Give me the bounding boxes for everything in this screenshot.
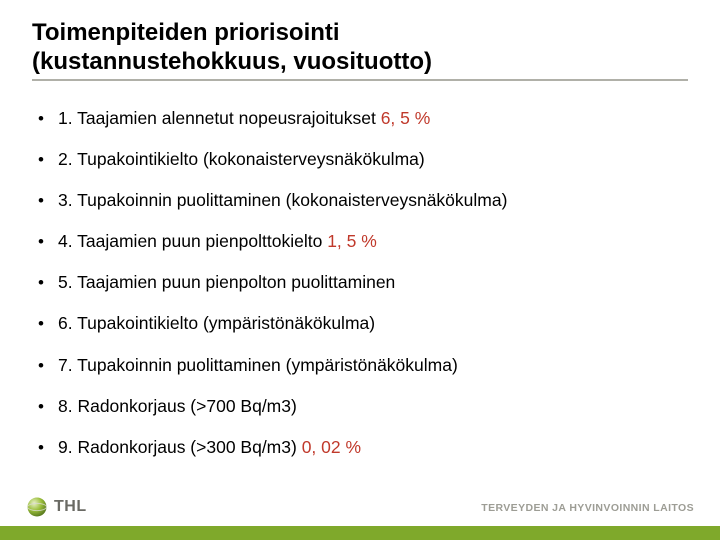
list-item: • 4. Taajamien puun pienpolttokielto 1, … <box>38 231 680 253</box>
list-item-text: 2. Tupakointikielto (kokonaisterveysnäkö… <box>58 149 680 171</box>
list-item: • 3. Tupakoinnin puolittaminen (kokonais… <box>38 190 680 212</box>
organization-name: TERVEYDEN JA HYVINVOINNIN LAITOS <box>481 502 694 514</box>
bullet-icon: • <box>38 355 58 377</box>
bullet-icon: • <box>38 437 58 459</box>
slide: Toimenpiteiden priorisointi (kustannuste… <box>0 0 720 540</box>
list-item: • 8. Radonkorjaus (>700 Bq/m3) <box>38 396 680 418</box>
list-item-text: 8. Radonkorjaus (>700 Bq/m3) <box>58 396 680 418</box>
list-item-text: 4. Taajamien puun pienpolttokielto 1, 5 … <box>58 231 680 253</box>
bullet-list: • 1. Taajamien alennetut nopeusrajoituks… <box>38 108 680 478</box>
list-item-text: 9. Radonkorjaus (>300 Bq/m3) 0, 02 % <box>58 437 680 459</box>
slide-title: Toimenpiteiden priorisointi (kustannuste… <box>32 18 688 81</box>
globe-icon <box>26 496 48 518</box>
bullet-icon: • <box>38 149 58 171</box>
list-item: • 5. Taajamien puun pienpolton puolittam… <box>38 272 680 294</box>
bullet-icon: • <box>38 231 58 253</box>
bullet-icon: • <box>38 108 58 130</box>
bullet-icon: • <box>38 190 58 212</box>
logo-text: THL <box>54 498 87 516</box>
title-line-2: (kustannustehokkuus, vuosituotto) <box>32 48 432 75</box>
title-line-1: Toimenpiteiden priorisointi <box>32 19 340 46</box>
bullet-icon: • <box>38 396 58 418</box>
highlight-value: 6, 5 % <box>381 108 431 128</box>
list-item: • 9. Radonkorjaus (>300 Bq/m3) 0, 02 % <box>38 437 680 459</box>
footer-accent-bar <box>0 526 720 540</box>
list-item: • 7. Tupakoinnin puolittaminen (ympärist… <box>38 355 680 377</box>
thl-logo: THL <box>26 496 87 518</box>
list-item: • 1. Taajamien alennetut nopeusrajoituks… <box>38 108 680 130</box>
list-item-text: 1. Taajamien alennetut nopeusrajoitukset… <box>58 108 680 130</box>
list-item: • 2. Tupakointikielto (kokonaisterveysnä… <box>38 149 680 171</box>
highlight-value: 1, 5 % <box>327 231 377 251</box>
list-item-text: 5. Taajamien puun pienpolton puolittamin… <box>58 272 680 294</box>
highlight-value: 0, 02 % <box>302 437 361 457</box>
footer: THL TERVEYDEN JA HYVINVOINNIN LAITOS <box>0 478 720 540</box>
bullet-icon: • <box>38 313 58 335</box>
list-item-text: 6. Tupakointikielto (ympäristönäkökulma) <box>58 313 680 335</box>
list-item-text: 7. Tupakoinnin puolittaminen (ympäristön… <box>58 355 680 377</box>
list-item-text: 3. Tupakoinnin puolittaminen (kokonaiste… <box>58 190 680 212</box>
list-item: • 6. Tupakointikielto (ympäristönäkökulm… <box>38 313 680 335</box>
bullet-icon: • <box>38 272 58 294</box>
